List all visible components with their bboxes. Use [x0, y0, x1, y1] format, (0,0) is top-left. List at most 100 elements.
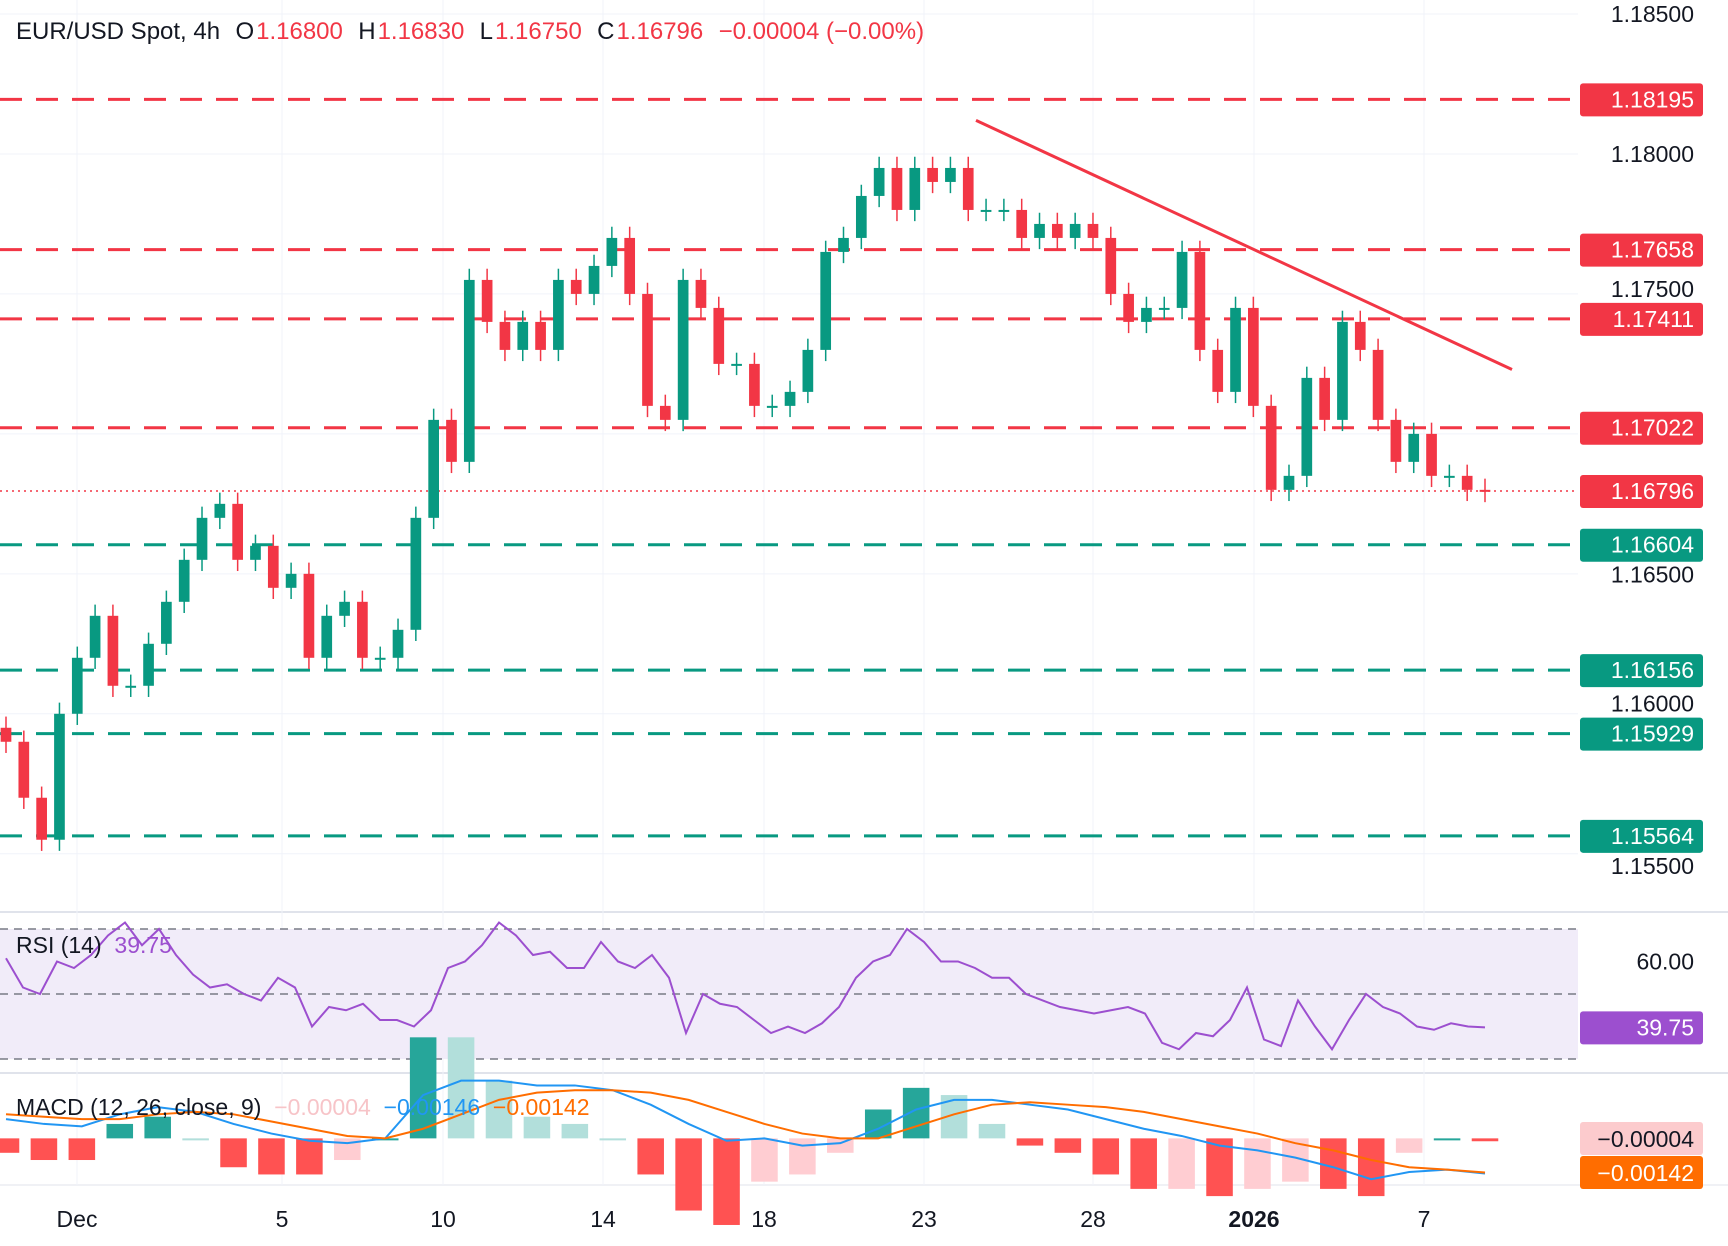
candle-body	[855, 195, 867, 238]
rsi-badge-label: 39.75	[1636, 1014, 1694, 1040]
macd-histogram-bar	[1168, 1138, 1195, 1189]
candle-body	[517, 321, 529, 350]
macd-line	[5, 1079, 1486, 1181]
candle-body	[1158, 307, 1170, 310]
trendline[interactable]	[975, 119, 1513, 371]
open-label: O	[235, 18, 255, 45]
support-level-badge	[1580, 654, 1703, 688]
candle-body	[321, 615, 333, 658]
candle-body	[1230, 307, 1241, 392]
horizontal-levels[interactable]	[0, 97, 1578, 838]
rsi-legend: RSI (14) 39.75	[16, 932, 172, 959]
support-level-badge	[1580, 528, 1703, 562]
candle-body	[588, 265, 600, 294]
candle-body	[838, 237, 849, 252]
rsi-value: 39.75	[114, 932, 172, 958]
candle-body	[392, 629, 404, 658]
macd-histogram-bar	[751, 1138, 778, 1182]
rsi-title: RSI (14)	[16, 932, 102, 958]
resistance-level-label: 1.17411	[1613, 306, 1694, 332]
candle-body	[1069, 223, 1081, 238]
candle-body	[18, 741, 30, 798]
signal-line	[5, 1089, 1486, 1174]
time-axis[interactable]: Dec 5 10 14 18 23 28 2026 7	[57, 1206, 1431, 1232]
candle-body	[214, 503, 226, 518]
price-tick: 1.15500	[1611, 853, 1694, 879]
candle-body	[71, 657, 83, 714]
candle-body	[125, 685, 137, 688]
macd-histogram-bar	[1395, 1138, 1423, 1153]
candle-body	[267, 545, 279, 588]
candle-body	[357, 601, 368, 658]
last-price-badge	[1580, 474, 1703, 508]
candle-body	[107, 615, 119, 686]
macd-histogram-bar	[447, 1037, 475, 1139]
candle-body	[410, 517, 422, 630]
macd-histogram-bar	[1130, 1138, 1157, 1189]
candle-body	[1176, 251, 1188, 308]
candle-body	[1051, 223, 1063, 238]
candle-body	[909, 167, 921, 210]
time-tick: Dec	[57, 1206, 98, 1232]
candle-body	[570, 279, 582, 294]
rsi-pane	[0, 921, 1578, 1060]
candle-body	[499, 321, 511, 350]
candle-body	[285, 573, 297, 588]
macd-histogram-bar	[523, 1116, 551, 1139]
macd-histogram-bar	[978, 1123, 1006, 1139]
candle-body	[945, 167, 956, 182]
macd-hist-badge	[1580, 1122, 1703, 1155]
candle-body	[1265, 405, 1277, 490]
candle-body	[553, 279, 564, 350]
price-tick: 1.18000	[1611, 141, 1694, 167]
price-tick: 1.17500	[1611, 276, 1694, 302]
macd-signal-badge-label: −0.00142	[1597, 1160, 1694, 1186]
macd-histogram-bar	[258, 1138, 285, 1175]
candle-body	[642, 293, 653, 406]
time-tick: 2026	[1228, 1206, 1279, 1232]
rsi-tick: 60.00	[1636, 948, 1694, 974]
candle-body	[303, 573, 315, 658]
candle-body	[1301, 377, 1313, 476]
support-level-label: 1.15929	[1611, 721, 1694, 747]
candle-body	[1479, 489, 1491, 492]
time-tick: 23	[911, 1206, 937, 1232]
time-tick: 10	[430, 1206, 456, 1232]
support-level-badge	[1580, 717, 1703, 751]
low-value: 1.16750	[495, 18, 582, 45]
candle-body	[731, 363, 742, 366]
macd-hist-value: −0.00004	[274, 1094, 371, 1120]
macd-histogram-bar	[0, 1138, 20, 1153]
candles	[0, 156, 1491, 851]
candle-body	[36, 797, 47, 840]
macd-histogram-bar	[334, 1138, 361, 1161]
candle-body	[1444, 475, 1455, 478]
high-value: 1.16830	[377, 18, 465, 45]
price-axis[interactable]: 1.18500 1.18000 1.17500 1.16500 1.16000 1.155…	[1580, 1, 1703, 1189]
candle-body	[374, 657, 386, 660]
close-value: 1.16796	[616, 18, 704, 45]
candle-body	[1034, 223, 1045, 238]
candle-body	[1283, 475, 1295, 490]
resistance-level-badge	[1580, 83, 1703, 117]
macd-histogram-bar	[599, 1138, 627, 1141]
candle-body	[481, 279, 493, 322]
candle-body	[89, 615, 101, 658]
macd-histogram-bar	[30, 1138, 58, 1161]
support-level-label: 1.15564	[1611, 823, 1694, 849]
candle-body	[1372, 349, 1384, 420]
macd-signal-badge	[1580, 1156, 1703, 1189]
macd-line-value: −0.00146	[383, 1094, 481, 1120]
candle-body	[659, 405, 671, 420]
resistance-level-badge	[1580, 411, 1703, 445]
candle-body	[1408, 433, 1420, 462]
candle-body	[1426, 433, 1437, 476]
macd-histogram-bar	[713, 1138, 740, 1225]
change-value: −0.00004 (−0.00%)	[718, 18, 925, 45]
candle-body	[1337, 321, 1348, 420]
macd-title: MACD (12, 26, close, 9)	[16, 1094, 262, 1120]
macd-histogram-bar	[409, 1037, 437, 1139]
candle-body	[1105, 237, 1117, 294]
macd-histogram-bar	[68, 1138, 96, 1161]
